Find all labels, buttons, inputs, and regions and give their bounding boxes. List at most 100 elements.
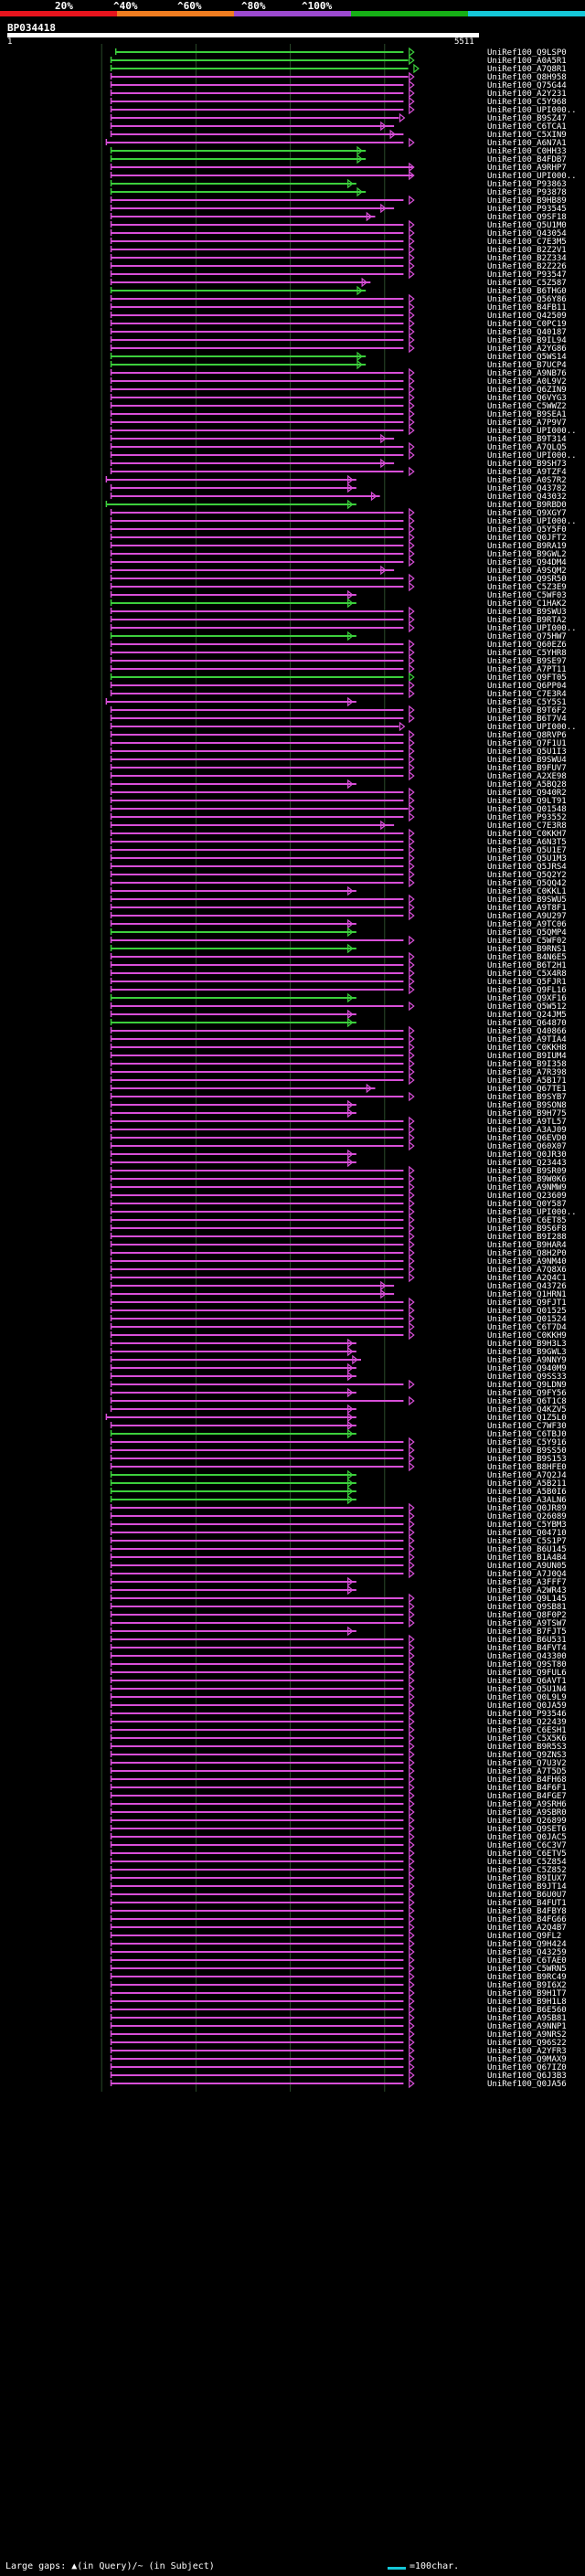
hit-label: UniRef100_Q9SET6 (487, 1825, 567, 1834)
hit-label: UniRef100_B9SR09 (487, 1167, 567, 1176)
hit-arrow (409, 581, 415, 592)
hit-row: UniRef100_B6U145 (110, 1543, 567, 1554)
hit-label: UniRef100_A9RHP7 (487, 164, 567, 173)
hit-label: UniRef100_Q940M9 (487, 1364, 567, 1373)
hit-arrow (356, 359, 363, 370)
hit-label: UniRef100_B9RTA2 (487, 616, 567, 625)
hit-row: UniRef100_Q9L145 (110, 1593, 567, 1604)
hit-arrow (347, 918, 354, 929)
hit-label: UniRef100_B9RNS1 (487, 945, 567, 954)
hit-row: UniRef100_B9SWU3 (110, 606, 567, 617)
hit-label: UniRef100_C5XIN9 (487, 131, 567, 140)
hit-arrow (409, 1831, 415, 1842)
hit-arrow (409, 1034, 415, 1044)
hit-row: UniRef100_A9NRS2 (110, 2029, 567, 2040)
hit-label: UniRef100_A7PT11 (487, 665, 567, 674)
hit-arrow (409, 877, 415, 888)
hit-arrow (409, 968, 415, 979)
hit-row: UniRef100_B4FUT1 (110, 1897, 567, 1908)
hit-label: UniRef100_C5X4R8 (487, 970, 567, 979)
hit-label: UniRef100_B2Z334 (487, 254, 567, 263)
hit-arrow (409, 1617, 415, 1628)
hit-row: UniRef100_Q0L9L9 (110, 1691, 567, 1702)
hit-label: UniRef100_Q43054 (487, 229, 567, 239)
hit-row: UniRef100_B9RNS1 (110, 943, 567, 954)
hit-row: UniRef100_Q0JFT2 (110, 532, 567, 543)
hit-label: UniRef100_Q5U1M3 (487, 854, 567, 864)
hit-arrow (409, 614, 415, 625)
hit-arrow (409, 1708, 415, 1719)
hit-row: UniRef100_C0PC19 (110, 318, 567, 329)
hit-label: UniRef100_Q5QMP4 (487, 928, 567, 938)
hit-arrow (409, 746, 415, 757)
hit-label: UniRef100_A3FFF7 (487, 1578, 567, 1587)
hit-arrow (409, 976, 415, 987)
hit-row: UniRef100_C0KKH9 (110, 1330, 567, 1341)
hit-arrow (347, 1469, 354, 1480)
hit-label: UniRef100_C6T7D4 (487, 1323, 567, 1332)
hit-arrow (347, 1017, 354, 1028)
hit-row: UniRef100_Q22439 (110, 1716, 567, 1727)
hit-arrow (409, 1905, 415, 1916)
hit-row: UniRef100_Q0Y587 (110, 1198, 567, 1209)
hit-arrow (347, 1338, 354, 1349)
hit-arrow (409, 1256, 415, 1267)
hit-label: UniRef100_Q01525 (487, 1307, 567, 1316)
hit-arrow (409, 318, 415, 329)
hit-row: UniRef100_B9IUX7 (110, 1872, 567, 1883)
hit-row: UniRef100_A2Q4B7 (110, 1922, 567, 1933)
hit-arrow (409, 1305, 415, 1316)
hit-arrow (409, 1198, 415, 1209)
hit-row: UniRef100_Q0JAC5 (110, 1831, 567, 1842)
hit-row: UniRef100_Q9XGY7 (110, 507, 567, 518)
hit-row: UniRef100_C5Z854 (110, 1856, 567, 1867)
hit-row: UniRef100_C7E3R4 (110, 688, 567, 699)
hit-label: UniRef100_Q01524 (487, 1315, 567, 1324)
hit-row: UniRef100_Q23609 (110, 1190, 567, 1201)
hit-label: UniRef100_C5Z3E9 (487, 583, 567, 592)
hit-arrow (409, 2004, 415, 2015)
hit-arrow (409, 219, 415, 230)
hit-row: UniRef100_A5BQ28 (110, 779, 567, 790)
hit-label: UniRef100_Q5JRS4 (487, 863, 567, 872)
hit-label: UniRef100_Q6J3B3 (487, 2072, 567, 2081)
hit-row: UniRef100_B8HFE0 (110, 1461, 567, 1472)
hit-arrow (409, 302, 415, 313)
hit-arrow (409, 343, 415, 354)
hit-label: UniRef100_Q60EZ6 (487, 641, 567, 650)
hit-row: UniRef100_B9SZ47 (110, 112, 567, 123)
hit-row: UniRef100_Q6ZIN9 (110, 384, 567, 395)
hit-label: UniRef100_A9UN05 (487, 1562, 567, 1571)
hit-label: UniRef100_B9RA19 (487, 542, 567, 551)
hit-label: UniRef100_C6ET85 (487, 1216, 567, 1225)
hit-label: UniRef100_Q8F0P2 (487, 1611, 567, 1620)
hit-arrow (409, 622, 415, 633)
hit-label: UniRef100_C0PC19 (487, 320, 567, 329)
hit-label: UniRef100_C6TAE0 (487, 1956, 567, 1966)
hit-row: UniRef100_A2Y231 (110, 88, 567, 99)
hit-row: UniRef100_Q940M9 (110, 1362, 567, 1373)
hit-label: UniRef100_A9TSW7 (487, 1619, 567, 1628)
hit-label: UniRef100_Q6T1C8 (487, 1397, 567, 1406)
hit-row: UniRef100_Q9FT05 (110, 672, 567, 683)
hit-label: UniRef100_Q9SR50 (487, 575, 567, 584)
hit-row: UniRef100_A0L9V2 (110, 376, 567, 387)
hit-row: UniRef100_B4FGE7 (110, 1790, 567, 1801)
hit-label: UniRef100_A7J0Q4 (487, 1570, 567, 1579)
hit-label: UniRef100_A9NM40 (487, 1257, 567, 1267)
hit-arrow (409, 228, 415, 239)
hit-label: UniRef100_Q43032 (487, 493, 567, 502)
hit-label: UniRef100_A9NMW9 (487, 1183, 567, 1193)
hit-arrow (380, 1288, 387, 1299)
hit-row: UniRef100_A7Q8R1 (110, 63, 567, 74)
hit-label: UniRef100_B9H775 (487, 1109, 567, 1118)
hit-row: UniRef100_Q5WS14 (110, 351, 567, 362)
hit-arrow (409, 1872, 415, 1883)
hit-row: UniRef100_C5Z852 (110, 1864, 567, 1875)
hit-arrow (347, 474, 354, 485)
hit-arrow (409, 1691, 415, 1702)
hit-row: UniRef100_B9GWL2 (110, 548, 567, 559)
hit-label: UniRef100_B6U145 (487, 1545, 567, 1554)
hit-row: UniRef100_Q9LSP0 (114, 47, 567, 58)
hit-row: UniRef100_B9RTA2 (110, 614, 567, 625)
